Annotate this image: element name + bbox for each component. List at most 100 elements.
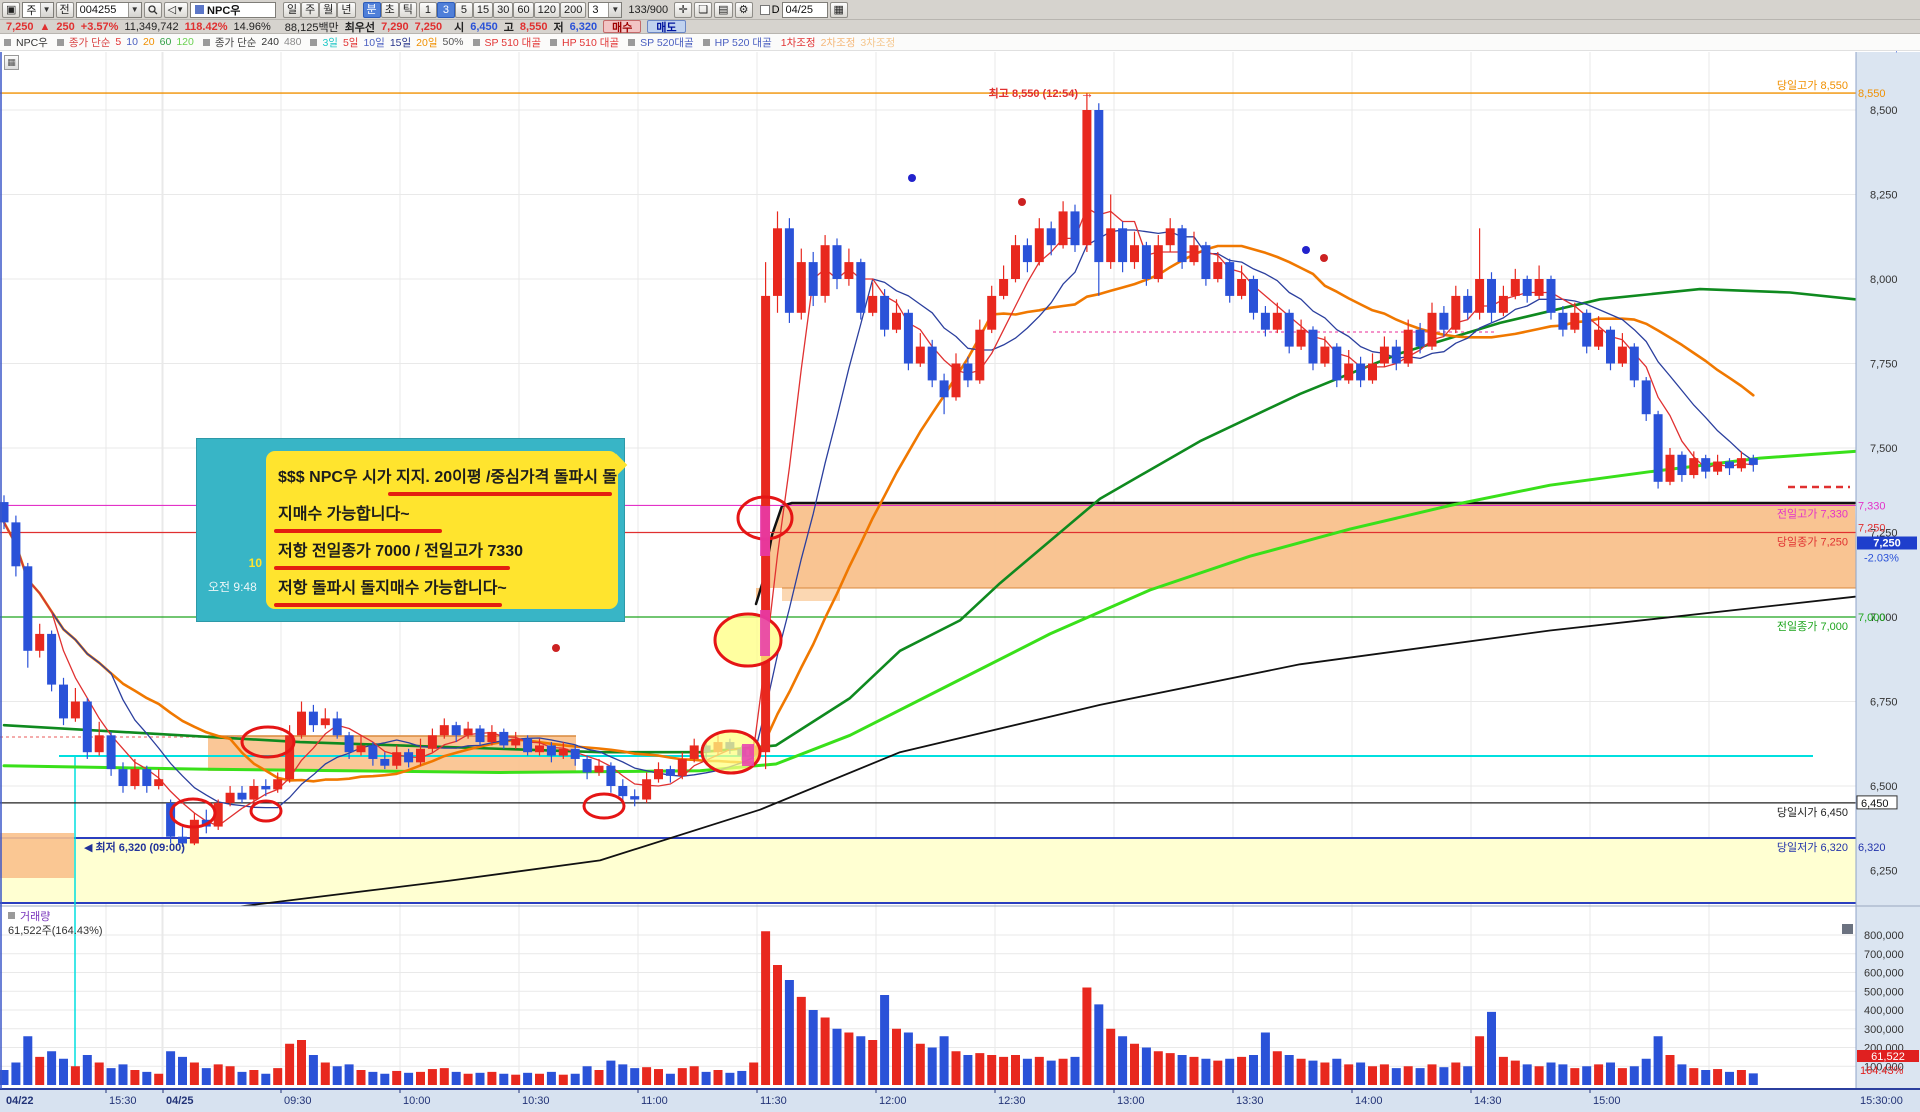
legend-item: 2차조정: [820, 36, 856, 49]
speaker-icon[interactable]: ◁ ▼: [163, 1, 189, 18]
note-line-2: 지매수 가능합니다~: [278, 506, 410, 523]
chart-canvas[interactable]: 당일고가 8,550 전일고가 7,330 당일종가 7,250 전일종가 7,000…: [0, 51, 1920, 1112]
legend-swatch-icon[interactable]: [202, 38, 210, 46]
legend-swatch-icon[interactable]: [4, 38, 11, 46]
svg-text:11:00: 11:00: [641, 1095, 668, 1107]
svg-text:당일고가 8,550: 당일고가 8,550: [1777, 78, 1848, 92]
svg-text:10:00: 10:00: [403, 1095, 431, 1107]
legend-swatch-icon[interactable]: [550, 38, 558, 46]
quote-info-row: 7,250 ▲ 250 +3.57% 11,349,742 118.42% 14…: [0, 20, 1920, 34]
calendar-icon[interactable]: ▦: [829, 1, 848, 18]
split-chart-icon[interactable]: ❏: [694, 1, 713, 18]
svg-text:09:30: 09:30: [284, 1095, 312, 1107]
legend-item: 15일: [389, 36, 412, 49]
legend-item: 50%: [442, 36, 464, 48]
kakao-note: $$$ NPC우 시가 지지. 20이평 /중심가격 돌파시 돌 지매수 가능합…: [196, 438, 628, 622]
amount-value: 88,125백만: [284, 21, 339, 34]
interval-button-3[interactable]: 3: [436, 1, 455, 18]
svg-text:→: →: [1080, 85, 1094, 101]
legend-item: 10일: [363, 36, 385, 49]
period-button-월[interactable]: 월: [319, 1, 338, 18]
svg-text:HC:-15,20: HC:-15,20: [1860, 51, 1910, 54]
period-button-년[interactable]: 년: [337, 1, 356, 18]
interval-button-60[interactable]: 60: [513, 1, 534, 18]
legend-group: SP 520대골: [628, 35, 694, 50]
svg-text:300,000: 300,000: [1864, 1024, 1904, 1036]
legend-group: 종가 단순 240 480: [202, 35, 302, 50]
stock-code-combo[interactable]: 004255 ▼: [75, 1, 142, 18]
chart-grid-icon[interactable]: ▦: [4, 55, 19, 70]
legend-group: 종가 단순 5 10 20 60 120: [56, 35, 194, 50]
legend-item: 20: [142, 36, 155, 48]
legend-swatch-icon[interactable]: [310, 38, 318, 46]
legend-swatch-icon[interactable]: [702, 38, 710, 46]
stock-name-field[interactable]: NPC우: [190, 1, 277, 18]
buy-button[interactable]: 매수: [603, 20, 642, 34]
svg-text:7,000: 7,000: [1858, 612, 1886, 624]
window-icon[interactable]: ▣: [2, 1, 21, 18]
legend-swatch-icon[interactable]: [472, 38, 480, 46]
legend-group: NPC우: [4, 35, 48, 50]
volume-bars: [0, 931, 1758, 1085]
interval-button-15[interactable]: 15: [472, 1, 494, 18]
svg-text:전일종가 7,000: 전일종가 7,000: [1777, 619, 1848, 633]
search-icon[interactable]: [143, 1, 162, 18]
svg-text:15:00: 15:00: [1593, 1095, 1621, 1107]
best-quote-label: 최우선: [344, 21, 376, 34]
interval-button-1[interactable]: 1: [418, 1, 437, 18]
d-checkbox[interactable]: [759, 4, 770, 15]
legend-item: 5: [115, 36, 122, 48]
sell-button[interactable]: 매도: [647, 20, 686, 34]
svg-text:10:30: 10:30: [522, 1095, 550, 1107]
save-icon[interactable]: ▤: [714, 1, 733, 18]
legend-item: HP 510 대골: [562, 36, 620, 49]
legend-item: 120: [176, 36, 194, 48]
interval-button-200[interactable]: 200: [560, 1, 587, 18]
legend-group: HP 510 대골: [550, 35, 619, 50]
legend-item: 3차조정: [860, 36, 896, 49]
interval-button-5[interactable]: 5: [454, 1, 473, 18]
date-field[interactable]: 04/25: [781, 1, 828, 18]
svg-text:7,000: 7,000: [1870, 612, 1898, 624]
svg-text:전일고가 7,330: 전일고가 7,330: [1777, 506, 1848, 520]
interval-combo[interactable]: 3 ▼: [588, 1, 623, 18]
svg-text:04/25: 04/25: [166, 1095, 194, 1107]
svg-text:15:30: 15:30: [109, 1095, 137, 1107]
svg-text:7,250: 7,250: [1873, 538, 1901, 550]
period-button-주[interactable]: 주: [301, 1, 320, 18]
note-line-4: 저항 돌파시 돌지매수 가능합니다~: [278, 580, 507, 597]
mode-button-초[interactable]: 초: [380, 1, 399, 18]
market-combo[interactable]: 주 ▼: [22, 1, 54, 18]
svg-text:거래량: 거래량: [20, 910, 50, 923]
note-line-1: $$$ NPC우 시가 지지. 20이평 /중심가격 돌파시 돌: [278, 469, 618, 486]
svg-text:당일종가 7,250: 당일종가 7,250: [1777, 535, 1848, 549]
legend-item: 종가 단순: [68, 36, 111, 49]
gear-icon[interactable]: ⚙: [734, 1, 753, 18]
jeon-button[interactable]: 전: [55, 1, 74, 18]
legend-item: 480: [283, 36, 302, 48]
svg-text:61,522주(164.43%): 61,522주(164.43%): [8, 925, 103, 937]
period-button-일[interactable]: 일: [283, 1, 302, 18]
interval-button-30[interactable]: 30: [493, 1, 514, 18]
chart-region: 당일고가 8,550 전일고가 7,330 당일종가 7,250 전일종가 7,000…: [0, 51, 1920, 1112]
svg-text:164.43%: 164.43%: [1860, 1065, 1904, 1077]
legend-swatch-icon[interactable]: [628, 38, 636, 46]
mode-button-분[interactable]: 분: [362, 1, 381, 18]
crosshair-icon[interactable]: ✛: [674, 1, 693, 18]
legend-item: 60: [159, 36, 172, 48]
interval-button-120[interactable]: 120: [533, 1, 561, 18]
best-ask: 7,290: [381, 20, 409, 33]
mode-button-틱[interactable]: 틱: [398, 1, 417, 18]
legend-swatch-icon[interactable]: [56, 38, 64, 46]
svg-text:800,000: 800,000: [1864, 930, 1904, 942]
low-value: 6,320: [569, 20, 598, 33]
svg-text:당일시가 6,450: 당일시가 6,450: [1777, 805, 1848, 819]
chevron-down-icon: ▼: [608, 2, 622, 17]
svg-text:8,500: 8,500: [1870, 105, 1898, 117]
red-underline: [274, 603, 502, 607]
note-bubble: $$$ NPC우 시가 지지. 20이평 /중심가격 돌파시 돌 지매수 가능합…: [266, 451, 628, 609]
svg-text:61,522: 61,522: [1871, 1051, 1905, 1063]
